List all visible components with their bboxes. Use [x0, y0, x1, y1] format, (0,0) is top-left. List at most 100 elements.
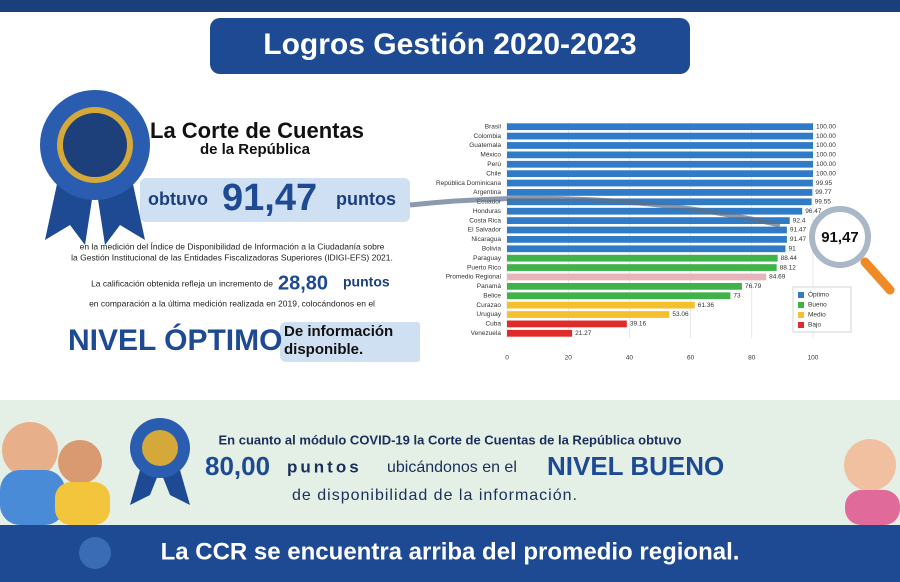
- bar: [507, 179, 813, 187]
- magnifier: [809, 206, 871, 268]
- y-tick-label: Belice: [483, 292, 501, 299]
- value-label: 91: [788, 246, 796, 253]
- x-tick-label: 0: [505, 355, 509, 362]
- bar: [507, 170, 813, 178]
- value-label: 53.06: [672, 311, 689, 318]
- obtuvo: obtuvo: [148, 189, 208, 209]
- bar: [507, 282, 742, 290]
- legend-label: Bajo: [808, 322, 821, 329]
- legend-swatch: [798, 302, 804, 308]
- top-band: [0, 0, 900, 12]
- bar: [507, 301, 695, 309]
- x-tick-label: 20: [565, 355, 573, 362]
- level-box: [280, 322, 422, 362]
- covid-level: NIVEL BUENO: [547, 451, 724, 481]
- y-tick-label: Honduras: [473, 208, 502, 215]
- level-desc: disponible.: [284, 341, 363, 358]
- x-tick-label: 100: [808, 355, 819, 362]
- bar: [507, 311, 670, 318]
- bar: [507, 236, 787, 243]
- legend-swatch: [798, 292, 804, 298]
- covid-middle: ubicándonos en el: [387, 459, 517, 476]
- value-label: 76.79: [745, 283, 762, 290]
- y-tick-label: República Dominicana: [436, 180, 501, 187]
- y-tick-label: Argentina: [473, 189, 501, 196]
- bar: [507, 160, 813, 168]
- bar: [507, 254, 778, 262]
- arrow: [409, 195, 781, 228]
- footer: [0, 525, 900, 582]
- bar: [507, 189, 813, 196]
- bar: [507, 292, 731, 300]
- covid-score: 80,00: [205, 451, 270, 481]
- legend-label: Óptimo: [808, 290, 829, 299]
- covid-medal: [130, 418, 190, 505]
- y-tick-label: Curazao: [476, 302, 501, 309]
- value-label: 100.00: [816, 170, 836, 177]
- value-label: 61.36: [698, 302, 715, 309]
- y-tick-label: Bolivia: [482, 246, 502, 253]
- puntos: puntos: [336, 189, 396, 209]
- y-tick-label: Panamá: [477, 283, 502, 290]
- value-label: 99.77: [815, 189, 832, 196]
- org-line1: La Corte de Cuentas: [150, 118, 364, 143]
- bar: [507, 151, 813, 159]
- bar: [507, 207, 803, 215]
- chart: 0 20 40 60 80 100 Brasil 100.00 Colombia 100.00 Gu…: [436, 122, 852, 362]
- title-banner: [210, 18, 690, 74]
- value-label: 84.69: [769, 274, 786, 281]
- covid-line3: de disponibilidad de la información.: [292, 487, 578, 504]
- value-label: 96.47: [805, 208, 822, 215]
- value-label: 100.00: [816, 161, 836, 168]
- y-tick-label: Ecuador: [477, 199, 502, 206]
- increment-unit: puntos: [343, 274, 390, 290]
- chart-panel: [420, 116, 860, 372]
- value-label: 88.12: [780, 264, 797, 271]
- y-tick-label: Colombia: [474, 133, 502, 140]
- y-tick-label: Promedio Regional: [446, 274, 502, 281]
- bar: [507, 198, 812, 206]
- increment-text: La calificación obtenida refleja un incr…: [91, 278, 273, 288]
- value-label: 99.55: [815, 199, 832, 206]
- value-label: 91.47: [790, 236, 807, 243]
- bar: [507, 142, 813, 149]
- y-tick-label: Guatemala: [469, 142, 501, 149]
- magnifier-label: 91,47: [821, 229, 859, 246]
- y-tick-label: Puerto Rico: [467, 264, 501, 271]
- value-label: 39.16: [630, 321, 647, 328]
- value-label: 91.47: [790, 227, 807, 234]
- comparison: en comparación a la última medición real…: [89, 298, 375, 308]
- org-line2: de la República: [200, 141, 311, 158]
- y-tick-label: Costa Rica: [469, 217, 501, 224]
- value-label: 100.00: [816, 142, 836, 149]
- y-tick-label: Perú: [487, 161, 501, 168]
- bar: [507, 273, 767, 281]
- footer-text: La CCR se encuentra arriba del promedio …: [161, 538, 740, 565]
- x-tick-label: 40: [626, 355, 634, 362]
- medal: [40, 90, 150, 245]
- score-box: [140, 178, 410, 222]
- y-tick-label: El Salvador: [468, 227, 502, 234]
- bar: [507, 123, 813, 131]
- covid-puntos: puntos: [287, 457, 362, 476]
- y-tick-label: Brasil: [485, 123, 502, 130]
- description: en la medición del Índice de Disponibili…: [80, 241, 385, 251]
- covid-line1: En cuanto al módulo COVID-19 la Corte de…: [218, 432, 681, 447]
- bar: [507, 226, 787, 234]
- value-label: 99.95: [816, 180, 833, 187]
- value-label: 73: [733, 292, 741, 299]
- legend-label: Medio: [808, 312, 826, 319]
- legend-swatch: [798, 312, 804, 318]
- score: 91,47: [222, 177, 317, 219]
- y-tick-label: Chile: [486, 170, 501, 177]
- footer-logo: [79, 537, 111, 569]
- legend-swatch: [798, 322, 804, 328]
- bar: [507, 329, 573, 337]
- page-title: Logros Gestión 2020-2023: [263, 28, 636, 61]
- bar: [507, 245, 786, 253]
- level: NIVEL ÓPTIMO: [68, 323, 282, 357]
- increment: 28,80: [278, 272, 328, 294]
- x-tick-label: 80: [748, 355, 756, 362]
- magnifier-handle: [860, 257, 895, 295]
